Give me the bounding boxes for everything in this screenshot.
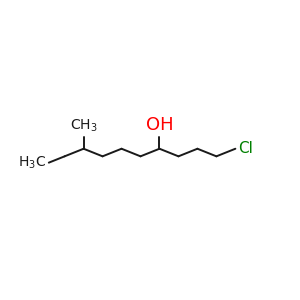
Text: Cl: Cl — [238, 141, 253, 156]
Text: CH$_3$: CH$_3$ — [70, 118, 98, 134]
Text: OH: OH — [146, 116, 173, 134]
Text: H$_3$C: H$_3$C — [18, 154, 46, 171]
